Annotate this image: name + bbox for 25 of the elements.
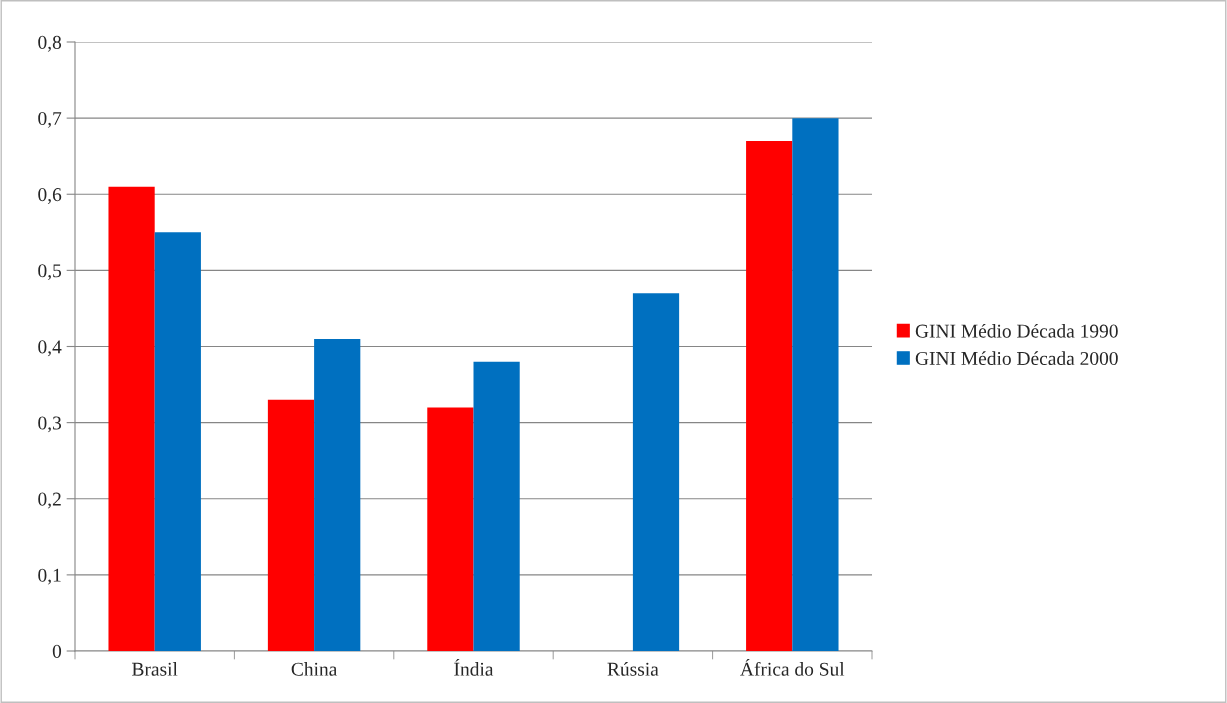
- x-tick-label: China: [291, 662, 338, 676]
- bar: [632, 293, 680, 651]
- x-tick-label: Rússia: [607, 662, 659, 676]
- bar: [154, 232, 201, 651]
- y-tick-label: 0,6: [38, 188, 62, 204]
- y-tick-label: 0,8: [38, 35, 62, 52]
- y-tick-label: 0,1: [38, 568, 61, 585]
- x-tick-label: Índia: [454, 658, 494, 676]
- y-tick-label: 0,7: [38, 111, 62, 128]
- bar: [314, 338, 361, 651]
- bar: [792, 118, 839, 651]
- y-tick-label: 0,2: [38, 492, 61, 509]
- bar: [473, 361, 520, 651]
- y-tick-label: 0,5: [38, 264, 62, 281]
- x-tick-label: Brasil: [132, 662, 178, 676]
- legend-label: GINI Médio Década 1990: [915, 323, 1118, 338]
- y-tick-label: 0: [52, 644, 62, 658]
- y-tick-label: 0,3: [38, 416, 62, 433]
- bar: [108, 186, 155, 651]
- y-tick-label: 0,4: [38, 340, 62, 357]
- bar: [746, 140, 793, 651]
- x-tick-label: África do Sul: [740, 658, 845, 676]
- bar: [427, 407, 474, 651]
- bar: [267, 399, 315, 651]
- legend-label: GINI Médio Década 2000: [915, 351, 1118, 366]
